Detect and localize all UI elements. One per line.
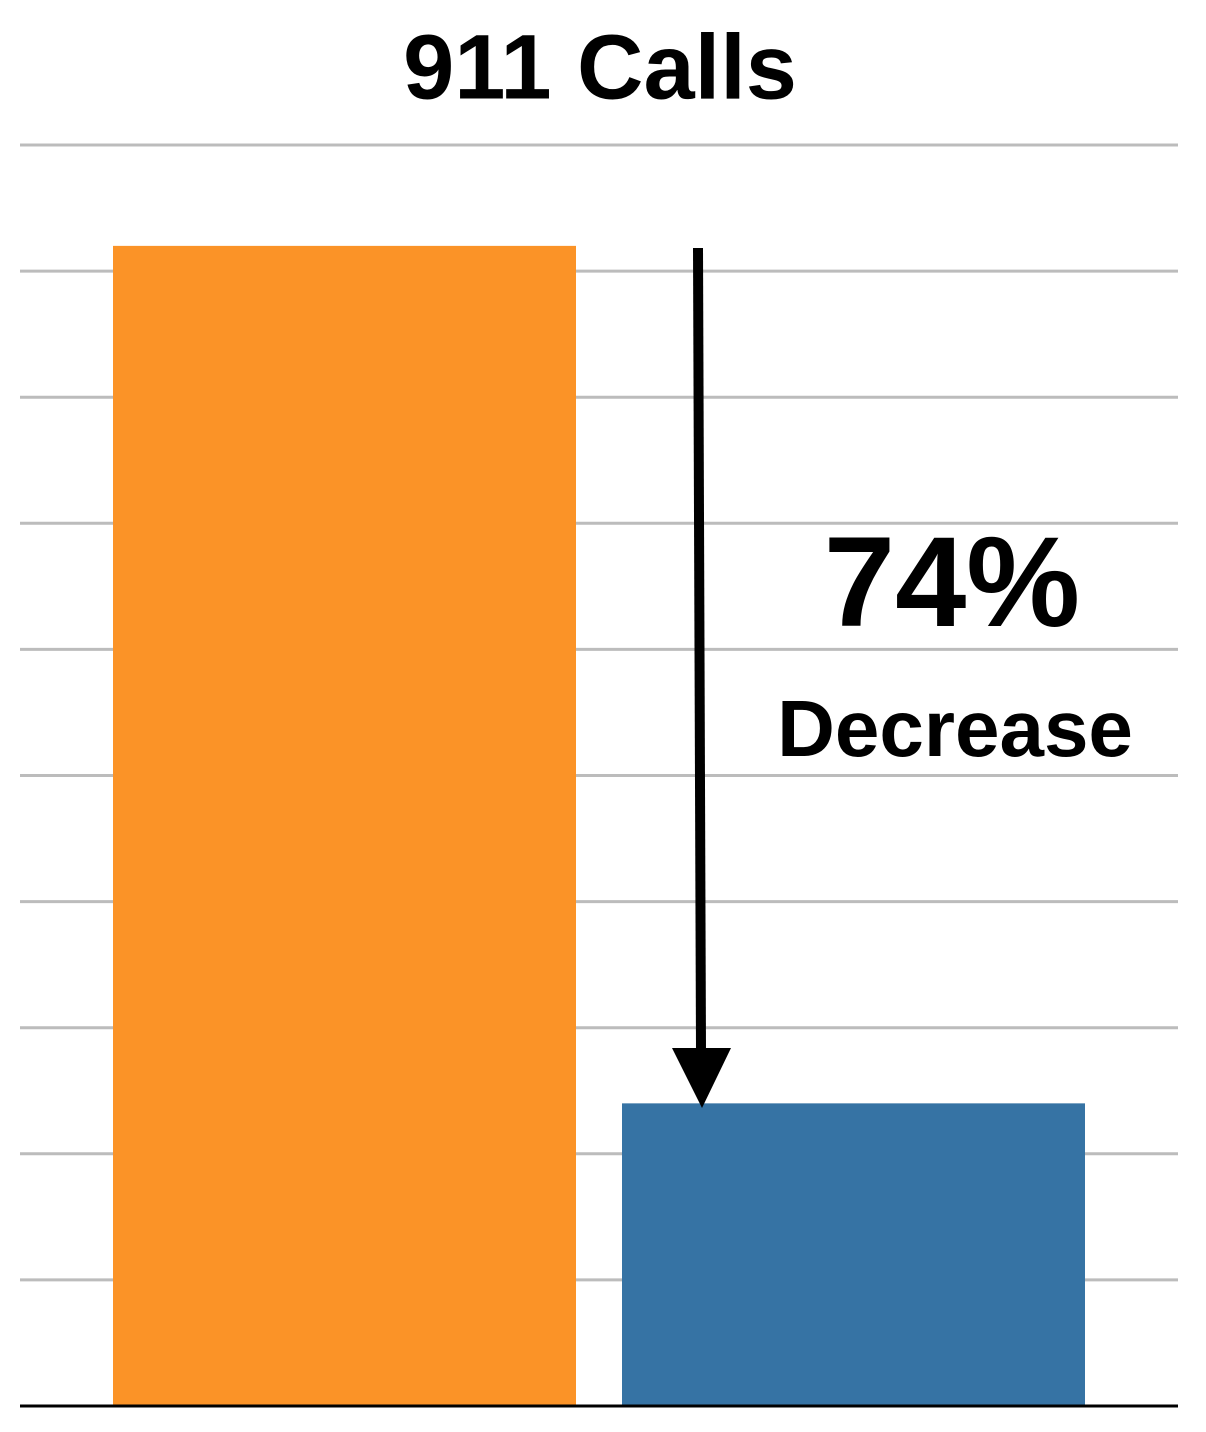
decrease-arrow (672, 247, 731, 1108)
arrow-shaft (693, 247, 706, 1053)
annotation-percent: 74% (824, 511, 1080, 654)
chart-title: 911 Calls (403, 16, 797, 118)
annotation-label: Decrease (777, 684, 1133, 773)
bar (622, 1103, 1085, 1406)
bars (113, 245, 1085, 1406)
arrow-head (672, 1048, 731, 1108)
bar (113, 245, 576, 1406)
